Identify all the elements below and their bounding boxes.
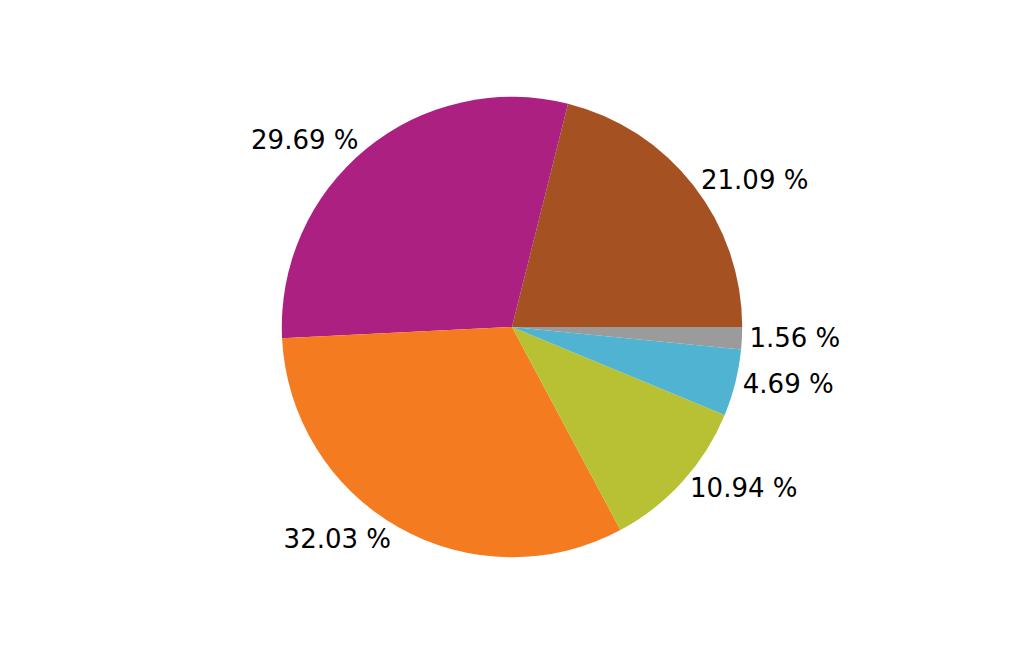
svg-text:1.56 %: 1.56 % xyxy=(749,323,840,353)
svg-text:29.69 %: 29.69 % xyxy=(251,125,358,155)
svg-text:32.03 %: 32.03 % xyxy=(284,524,391,554)
svg-text:21.09 %: 21.09 % xyxy=(701,165,808,195)
svg-text:10.94 %: 10.94 % xyxy=(690,473,797,503)
svg-text:4.69 %: 4.69 % xyxy=(743,369,834,399)
